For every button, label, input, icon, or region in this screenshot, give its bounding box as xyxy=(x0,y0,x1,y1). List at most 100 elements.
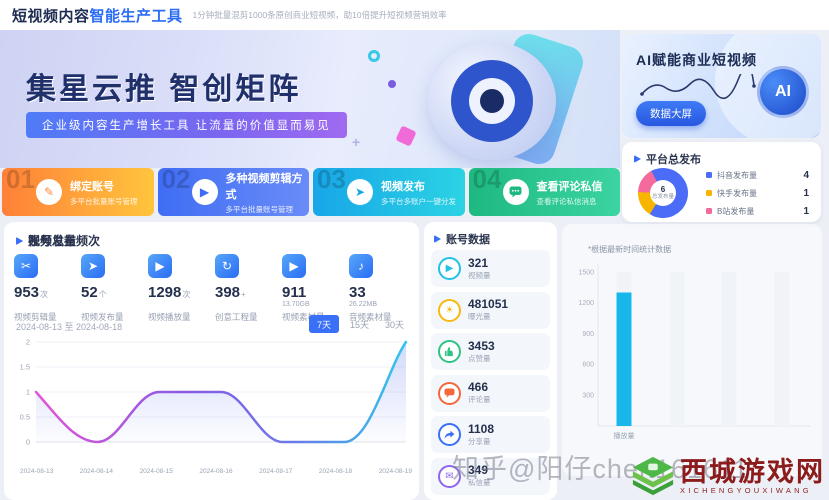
legend-label: B站发布量 xyxy=(717,206,755,216)
tile-messages: ✉ 349 私信量 xyxy=(431,457,550,495)
tile-video-count: ▶ 321 视频量 xyxy=(431,250,550,287)
step-number: 04 xyxy=(472,168,502,194)
bar-y-tick: 900 xyxy=(582,331,594,338)
decor-disc-illustration xyxy=(428,42,556,160)
site-watermark-en: XICHENGYOUXIWANG xyxy=(680,485,812,495)
brand-logo: 短视频内容智能生产工具 xyxy=(12,5,183,26)
decor-ring-icon xyxy=(368,50,380,62)
legend-row-douyin: 抖音发布量 4 xyxy=(706,166,809,184)
legend-dot-icon xyxy=(706,208,712,214)
legend-dot-icon xyxy=(706,172,712,178)
step-title: 查看评论私信 xyxy=(536,180,603,193)
legend-label: 抖音发布量 xyxy=(717,170,757,180)
x-tick: 2024-08-17 xyxy=(259,468,293,475)
step-card-bind-account[interactable]: 01 ✎ 绑定账号 多平台批量账号管理 xyxy=(2,168,154,216)
bar-y-tick: 1200 xyxy=(578,300,594,307)
section-marker-icon xyxy=(16,236,23,245)
decor-dot-icon xyxy=(388,80,396,88)
music-note-icon: ♪ xyxy=(349,254,373,278)
donut-total-label: 总发布量 xyxy=(651,193,674,200)
bar-y-tick: 1500 xyxy=(578,270,594,277)
freq-card-title: 视频发布频次 xyxy=(28,234,101,248)
tile-shares: 1108 分享量 xyxy=(431,416,550,453)
step-title: 多种视频剪辑方式 xyxy=(225,172,303,201)
wave-line-icon xyxy=(640,74,756,100)
platform-donut-chart: 6 总发布量 xyxy=(638,168,688,218)
y-tick: 0 xyxy=(26,438,30,447)
ai-promo-card: AI赋能商业短视频 数据大屏 AI xyxy=(622,34,821,138)
step-card-comments[interactable]: 04 查看评论私信 查看评论私信消息 xyxy=(468,168,620,216)
tile-likes: 3453 点赞量 xyxy=(431,333,550,370)
legend-row-kuaishou: 快手发布量 1 xyxy=(706,184,809,202)
video-material-icon: ▶ xyxy=(282,254,306,278)
x-tick: 2024-08-14 xyxy=(79,468,114,475)
brand-dark: 短视频内容 xyxy=(12,7,90,25)
step-desc: 多平台批量账号管理 xyxy=(70,196,138,206)
step-card-video-publish[interactable]: 03 ➤ 视频发布 多平台多账户一键分发 xyxy=(313,168,465,216)
step-number: 01 xyxy=(6,168,35,194)
legend-value: 1 xyxy=(803,187,809,199)
decor-square-icon xyxy=(395,125,417,147)
hero-title: 集星云推 智创矩阵 xyxy=(26,73,302,106)
x-tick: 2024-08-18 xyxy=(318,468,353,475)
ai-badge: AI xyxy=(757,66,809,118)
play-icon: ▶ xyxy=(148,254,172,278)
bar-y-tick: 600 xyxy=(582,362,594,369)
bar-y-tick: 300 xyxy=(582,393,594,400)
platform-card-title: 平台总发布 xyxy=(646,154,701,166)
step-desc: 多平台多账户一键分发 xyxy=(381,196,456,206)
stat-audio-material: ♪ 33 26.22MB 音频素材量 xyxy=(349,254,416,323)
tile-exposure: ☀ 481051 曝光量 xyxy=(431,291,550,329)
stat-video-play: ▶ 1298次 视频播放量 xyxy=(148,254,215,323)
platform-card-header: 平台总发布 xyxy=(634,151,701,167)
stat-video-material: ▶ 911 13.70GB 视频素材量 xyxy=(282,254,349,323)
bar-chart-note: *根据最新时间统计数据 xyxy=(588,245,672,254)
account-data-card: 账号数据 ▶ 321 视频量 ☀ 481051 曝光量 3453 点赞量 4 xyxy=(424,222,557,500)
comment-icon xyxy=(438,381,461,405)
legend-row-bilibili: B站发布量 1 xyxy=(706,202,809,220)
platform-legend: 抖音发布量 4 快手发布量 1 B站发布量 1 xyxy=(706,166,809,220)
thumbs-up-icon xyxy=(438,340,461,363)
y-tick: 0.5 xyxy=(20,413,30,422)
range-button-7d[interactable]: 7天 xyxy=(308,315,339,333)
video-clip-icon: ▶ xyxy=(191,179,218,205)
x-tick: 2024-08-19 xyxy=(378,468,412,475)
hero-subtitle-pill: 企业级内容生产增长工具 让流量的价值显而易见 xyxy=(26,112,347,138)
step-number: 02 xyxy=(161,168,191,194)
next-section-header: 账号总量 xyxy=(16,232,76,249)
account-tiles: ▶ 321 视频量 ☀ 481051 曝光量 3453 点赞量 466 评论量 xyxy=(431,250,550,499)
step-card-video-editing[interactable]: 02 ▶ 多种视频剪辑方式 多平台批量账号管理 xyxy=(157,168,309,216)
step-title: 绑定账号 xyxy=(70,180,114,193)
site-watermark-name: 西城游戏网 xyxy=(680,456,825,487)
x-tick: 2024-08-16 xyxy=(199,468,233,475)
platform-total-card: 平台总发布 6 总发布量 抖音发布量 4 快手发布量 1 B站发布量 1 xyxy=(622,142,821,222)
tile-comments: 466 评论量 xyxy=(431,374,550,412)
hero-banner: + 集星云推 智创矩阵 企业级内容生产增长工具 让流量的价值显而易见 xyxy=(0,30,620,168)
paper-plane-icon: ➤ xyxy=(81,254,105,278)
stat-video-editing: ✂ 953次 视频剪辑量 xyxy=(14,254,81,323)
chat-bubble-icon xyxy=(502,179,529,205)
legend-label: 快手发布量 xyxy=(717,188,757,198)
data-screen-button[interactable]: 数据大屏 xyxy=(636,101,706,126)
pen-icon: ✎ xyxy=(36,179,62,205)
donut-total-value: 6 xyxy=(660,184,666,194)
bar-play-volume xyxy=(616,292,632,426)
y-tick: 2 xyxy=(26,338,30,347)
site-logo-icon xyxy=(632,456,674,496)
bar-x-label: 播放量 xyxy=(614,431,635,440)
y-tick: 1 xyxy=(26,388,30,397)
section-marker-icon xyxy=(634,155,641,163)
range-button-30d[interactable]: 30天 xyxy=(384,319,404,330)
workflow-steps: 01 ✎ 绑定账号 多平台批量账号管理 02 ▶ 多种视频剪辑方式 多平台批量账… xyxy=(2,168,620,216)
publish-frequency-line-chart: 2 1.5 1 0.5 0 xyxy=(20,338,408,447)
stat-creative-projects: ↻ 398+ 创意工程量 xyxy=(215,254,282,323)
section-marker-icon xyxy=(434,235,441,243)
range-button-15d[interactable]: 15天 xyxy=(349,319,369,330)
legend-value: 4 xyxy=(803,169,809,181)
step-desc: 查看评论私信消息 xyxy=(536,196,597,206)
zhihu-watermark: 知乎@阳仔chen161611 xyxy=(452,454,750,484)
latest-stats-bar-chart: 1500 1200 900 600 300 播放量 xyxy=(578,264,810,440)
decor-plus-icon: + xyxy=(352,134,361,150)
brand-accent: 智能生产工具 xyxy=(89,7,183,25)
